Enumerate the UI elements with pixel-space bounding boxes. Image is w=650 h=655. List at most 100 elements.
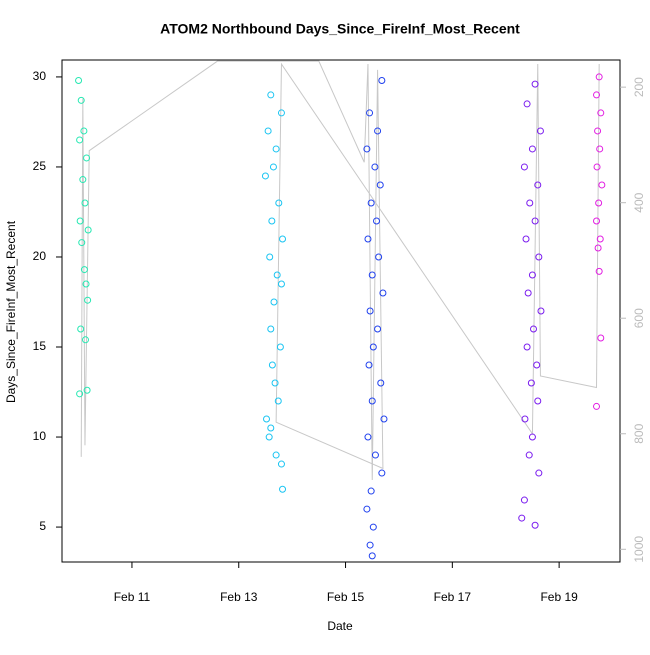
point bbox=[518, 514, 526, 522]
point bbox=[597, 109, 605, 117]
point bbox=[77, 325, 85, 333]
point bbox=[593, 91, 601, 99]
point bbox=[523, 100, 531, 108]
point bbox=[366, 541, 374, 549]
point bbox=[271, 379, 279, 387]
y-tick-label: 20 bbox=[33, 249, 47, 263]
point bbox=[364, 235, 372, 243]
point bbox=[277, 109, 285, 117]
point bbox=[378, 469, 386, 477]
point bbox=[594, 127, 602, 135]
point bbox=[276, 343, 284, 351]
point bbox=[374, 127, 382, 135]
point bbox=[528, 433, 536, 441]
point bbox=[527, 379, 535, 387]
y-tick-label: 5 bbox=[39, 519, 46, 533]
point bbox=[369, 523, 377, 531]
point bbox=[267, 325, 275, 333]
x-tick-label: Feb 19 bbox=[540, 590, 578, 604]
point bbox=[523, 343, 531, 351]
point bbox=[366, 307, 374, 315]
plot-frame bbox=[61, 59, 621, 563]
y2-tick-label: 600 bbox=[632, 308, 646, 328]
point bbox=[520, 163, 528, 171]
point bbox=[368, 552, 376, 560]
point bbox=[279, 485, 287, 493]
point bbox=[263, 415, 271, 423]
point bbox=[593, 163, 601, 171]
y2-tick-label: 1000 bbox=[632, 536, 646, 563]
point bbox=[275, 199, 283, 207]
point bbox=[593, 402, 601, 410]
point bbox=[596, 145, 604, 153]
point bbox=[76, 390, 84, 398]
point bbox=[267, 91, 275, 99]
chart-title: ATOM2 Northbound Days_Since_FireInf_Most… bbox=[160, 21, 520, 37]
point bbox=[593, 217, 601, 225]
point bbox=[526, 199, 534, 207]
point bbox=[371, 451, 379, 459]
point bbox=[264, 127, 272, 135]
point bbox=[595, 267, 603, 275]
point bbox=[274, 397, 282, 405]
point bbox=[533, 361, 541, 369]
y2-tick-label: 200 bbox=[632, 77, 646, 97]
point bbox=[76, 217, 84, 225]
y2-tick-label: 400 bbox=[632, 192, 646, 212]
point bbox=[377, 379, 385, 387]
point bbox=[81, 199, 89, 207]
point bbox=[373, 217, 381, 225]
point bbox=[524, 289, 532, 297]
point bbox=[261, 172, 269, 180]
point bbox=[75, 77, 83, 85]
point bbox=[367, 199, 375, 207]
x-tick-label: Feb 15 bbox=[327, 590, 365, 604]
point bbox=[531, 521, 539, 529]
point bbox=[521, 415, 529, 423]
point bbox=[83, 154, 91, 162]
point bbox=[279, 235, 287, 243]
point bbox=[374, 325, 382, 333]
point bbox=[367, 487, 375, 495]
point bbox=[268, 361, 276, 369]
point bbox=[531, 80, 539, 88]
y-tick-label: 10 bbox=[33, 429, 47, 443]
point bbox=[368, 271, 376, 279]
y2-tick-label: 800 bbox=[632, 423, 646, 443]
point bbox=[77, 96, 85, 104]
point bbox=[369, 343, 377, 351]
point bbox=[375, 253, 383, 261]
point bbox=[273, 271, 281, 279]
point bbox=[535, 469, 543, 477]
point bbox=[277, 460, 285, 468]
point bbox=[537, 307, 545, 315]
point bbox=[363, 505, 371, 513]
point bbox=[78, 239, 86, 247]
point bbox=[272, 145, 280, 153]
point bbox=[82, 280, 90, 288]
point bbox=[598, 181, 606, 189]
point bbox=[265, 433, 273, 441]
point bbox=[363, 145, 371, 153]
point bbox=[368, 397, 376, 405]
point bbox=[529, 325, 537, 333]
point bbox=[269, 163, 277, 171]
point bbox=[534, 397, 542, 405]
point bbox=[595, 73, 603, 81]
point bbox=[522, 235, 530, 243]
point bbox=[594, 244, 602, 252]
point bbox=[76, 136, 84, 144]
point bbox=[531, 217, 539, 225]
point bbox=[528, 145, 536, 153]
point bbox=[378, 77, 386, 85]
point bbox=[266, 253, 274, 261]
point bbox=[528, 271, 536, 279]
y-axis-label: Days_Since_FireInf_Most_Recent bbox=[4, 220, 18, 403]
x-tick-label: Feb 17 bbox=[434, 590, 472, 604]
point bbox=[84, 296, 92, 304]
point bbox=[535, 253, 543, 261]
y-tick-label: 15 bbox=[33, 339, 47, 353]
x-tick-label: Feb 13 bbox=[220, 590, 258, 604]
point bbox=[380, 415, 388, 423]
